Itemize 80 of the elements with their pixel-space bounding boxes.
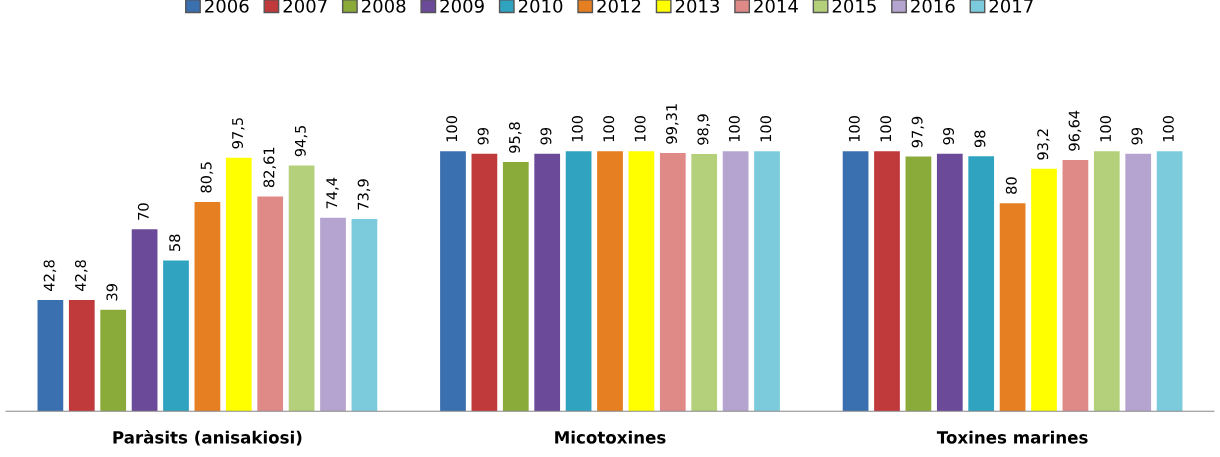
data-label: 98,9 <box>697 114 710 145</box>
data-label: 99 <box>1131 127 1143 145</box>
bar <box>194 201 221 412</box>
bar <box>691 154 718 412</box>
data-label: 82,61 <box>263 147 276 188</box>
bar <box>722 151 749 412</box>
data-label: 70 <box>137 203 149 220</box>
bar <box>225 157 252 412</box>
bar <box>968 156 995 412</box>
legend-label: 2017 <box>989 0 1033 13</box>
bar <box>999 203 1026 412</box>
data-label: 100 <box>760 115 772 142</box>
legend-label: 2012 <box>597 0 641 13</box>
bar <box>565 151 592 412</box>
legend-label: 2016 <box>911 0 955 13</box>
bar <box>288 165 315 412</box>
bar <box>905 156 932 412</box>
bar <box>1093 151 1120 412</box>
bar <box>874 151 900 412</box>
data-label: 98 <box>974 130 986 148</box>
data-label: 100 <box>1162 115 1174 142</box>
data-label: 42,8 <box>74 260 88 291</box>
x-tick-label: Toxines marines <box>936 430 1088 444</box>
x-tick-label: Micotoxines <box>555 430 666 444</box>
bar <box>628 151 655 412</box>
data-label: 100 <box>571 115 583 142</box>
data-label: 97,9 <box>911 116 925 148</box>
data-label: 95,8 <box>508 122 522 153</box>
bar <box>68 299 95 412</box>
data-label: 97,5 <box>232 118 245 149</box>
data-label: 58 <box>169 234 181 251</box>
bar <box>534 153 561 412</box>
data-label: 99 <box>540 127 552 145</box>
data-label: 94,5 <box>294 125 308 157</box>
bar <box>1031 168 1057 412</box>
data-label: 99 <box>942 127 955 145</box>
data-label: 73,9 <box>357 179 371 210</box>
bar <box>37 299 64 412</box>
data-label: 42,8 <box>43 260 57 291</box>
legend-label: 2007 <box>283 0 327 13</box>
bar <box>440 151 466 412</box>
data-label: 100 <box>603 115 615 142</box>
bar <box>1062 159 1089 412</box>
data-label: 80 <box>1005 177 1017 194</box>
legend-label: 2013 <box>675 0 720 13</box>
bar <box>471 153 498 412</box>
data-label: 93,2 <box>1037 129 1050 160</box>
data-label: 99 <box>477 127 489 145</box>
legend-label: 2010 <box>518 0 563 13</box>
legend-label: 2015 <box>832 0 876 13</box>
data-label: 100 <box>1100 115 1112 142</box>
bar <box>1156 151 1183 412</box>
bar <box>754 151 780 412</box>
bar <box>320 217 346 412</box>
legend-label: 2014 <box>754 0 798 13</box>
bar <box>257 196 284 412</box>
data-label: 100 <box>848 115 860 142</box>
legend-label: 2006 <box>205 0 249 13</box>
data-label: 80,5 <box>200 162 214 193</box>
legend-label: 2008 <box>362 0 406 13</box>
bar <box>1125 153 1152 412</box>
bar <box>597 151 623 412</box>
data-label: 74,4 <box>326 177 339 209</box>
bar <box>842 151 869 412</box>
bar <box>163 260 189 412</box>
legend-label: 2009 <box>440 0 484 13</box>
data-label: 96,64 <box>1068 110 1082 151</box>
data-label: 100 <box>880 115 892 142</box>
bar <box>131 229 158 412</box>
bar <box>936 153 963 412</box>
x-tick-label: Paràsits (anisakiosi) <box>113 430 302 446</box>
bar <box>659 152 686 412</box>
data-label: 100 <box>634 115 646 142</box>
data-label: 100 <box>728 115 740 142</box>
bar <box>100 309 127 412</box>
bar <box>351 219 378 412</box>
data-label: 39 <box>106 283 118 301</box>
data-label: 100 <box>446 115 458 142</box>
bar <box>502 162 529 412</box>
data-label: 99,31 <box>666 104 679 144</box>
